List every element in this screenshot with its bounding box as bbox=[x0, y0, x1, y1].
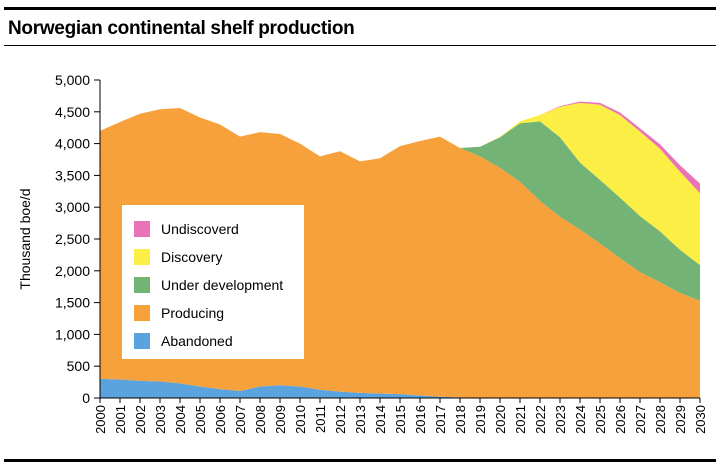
x-tick-label: 2026 bbox=[613, 405, 628, 434]
y-tick-label: 1,500 bbox=[55, 295, 90, 311]
y-tick-label: 2,000 bbox=[55, 263, 90, 279]
x-tick-label: 2001 bbox=[113, 405, 128, 434]
x-tick-label: 2005 bbox=[193, 405, 208, 434]
y-axis-label: Thousand boe/d bbox=[17, 188, 33, 289]
legend-label-undiscoverd: Undiscoverd bbox=[161, 221, 239, 237]
legend-swatch-discovery bbox=[134, 249, 150, 265]
legend-label-discovery: Discovery bbox=[161, 249, 222, 265]
y-ticks: 0 500 1,000 1,500 2,000 2,500 3,000 3,500 4,000 4… bbox=[55, 72, 100, 406]
top-rule bbox=[4, 7, 716, 10]
legend-label-producing: Producing bbox=[161, 305, 224, 321]
x-tick-label: 2014 bbox=[373, 405, 388, 434]
x-tick-label: 2010 bbox=[293, 405, 308, 434]
x-tick-label: 2022 bbox=[533, 405, 548, 434]
legend-label-abandoned: Abandoned bbox=[161, 333, 233, 349]
x-tick-label: 2009 bbox=[273, 405, 288, 434]
area-abandoned bbox=[100, 378, 700, 398]
y-tick-label: 5,000 bbox=[55, 72, 90, 88]
x-tick-label: 2016 bbox=[413, 405, 428, 434]
x-tick-label: 2030 bbox=[693, 405, 708, 434]
area-under-development bbox=[100, 107, 700, 301]
y-tick-label: 4,500 bbox=[55, 104, 90, 120]
y-tick-label: 3,500 bbox=[55, 167, 90, 183]
x-tick-label: 2007 bbox=[233, 405, 248, 434]
x-tick-label: 2019 bbox=[473, 405, 488, 434]
legend-frame bbox=[122, 205, 304, 359]
legend: Undiscoverd Discovery Under development Pro… bbox=[122, 205, 304, 359]
x-tick-label: 2011 bbox=[313, 405, 328, 433]
x-tick-label: 2021 bbox=[513, 405, 528, 434]
y-tick-label: 0 bbox=[82, 390, 90, 406]
x-tick-label: 2013 bbox=[353, 405, 368, 434]
x-tick-label: 2000 bbox=[93, 405, 108, 434]
x-tick-label: 2020 bbox=[493, 405, 508, 434]
legend-swatch-under-development bbox=[134, 277, 150, 293]
legend-swatch-abandoned bbox=[134, 333, 150, 349]
x-tick-label: 2028 bbox=[653, 405, 668, 434]
x-tick-label: 2002 bbox=[133, 405, 148, 434]
y-tick-label: 500 bbox=[67, 358, 91, 374]
x-tick-label: 2006 bbox=[213, 405, 228, 434]
y-tick-label: 4,000 bbox=[55, 136, 90, 152]
x-tick-label: 2024 bbox=[573, 405, 588, 434]
x-ticks: 2000 2001 2002 2003 2004 2005 2006 2007 2008 2009… bbox=[93, 398, 708, 434]
y-tick-label: 1,000 bbox=[55, 326, 90, 342]
x-tick-label: 2027 bbox=[633, 405, 648, 434]
x-tick-label: 2029 bbox=[673, 405, 688, 434]
x-tick-label: 2015 bbox=[393, 405, 408, 434]
x-tick-label: 2008 bbox=[253, 405, 268, 434]
x-tick-label: 2025 bbox=[593, 405, 608, 434]
bottom-rule bbox=[4, 459, 716, 462]
x-tick-label: 2023 bbox=[553, 405, 568, 434]
x-tick-label: 2004 bbox=[173, 405, 188, 434]
x-tick-label: 2018 bbox=[453, 405, 468, 434]
x-tick-label: 2012 bbox=[333, 405, 348, 434]
y-tick-label: 3,000 bbox=[55, 199, 90, 215]
y-tick-label: 2,500 bbox=[55, 231, 90, 247]
legend-label-under-development: Under development bbox=[161, 277, 283, 293]
title-rule bbox=[4, 45, 716, 46]
x-tick-label: 2003 bbox=[153, 405, 168, 434]
x-tick-label: 2017 bbox=[433, 405, 448, 434]
legend-swatch-undiscoverd bbox=[134, 221, 150, 237]
legend-swatch-producing bbox=[134, 305, 150, 321]
chart-title: Norwegian continental shelf production bbox=[8, 18, 355, 39]
